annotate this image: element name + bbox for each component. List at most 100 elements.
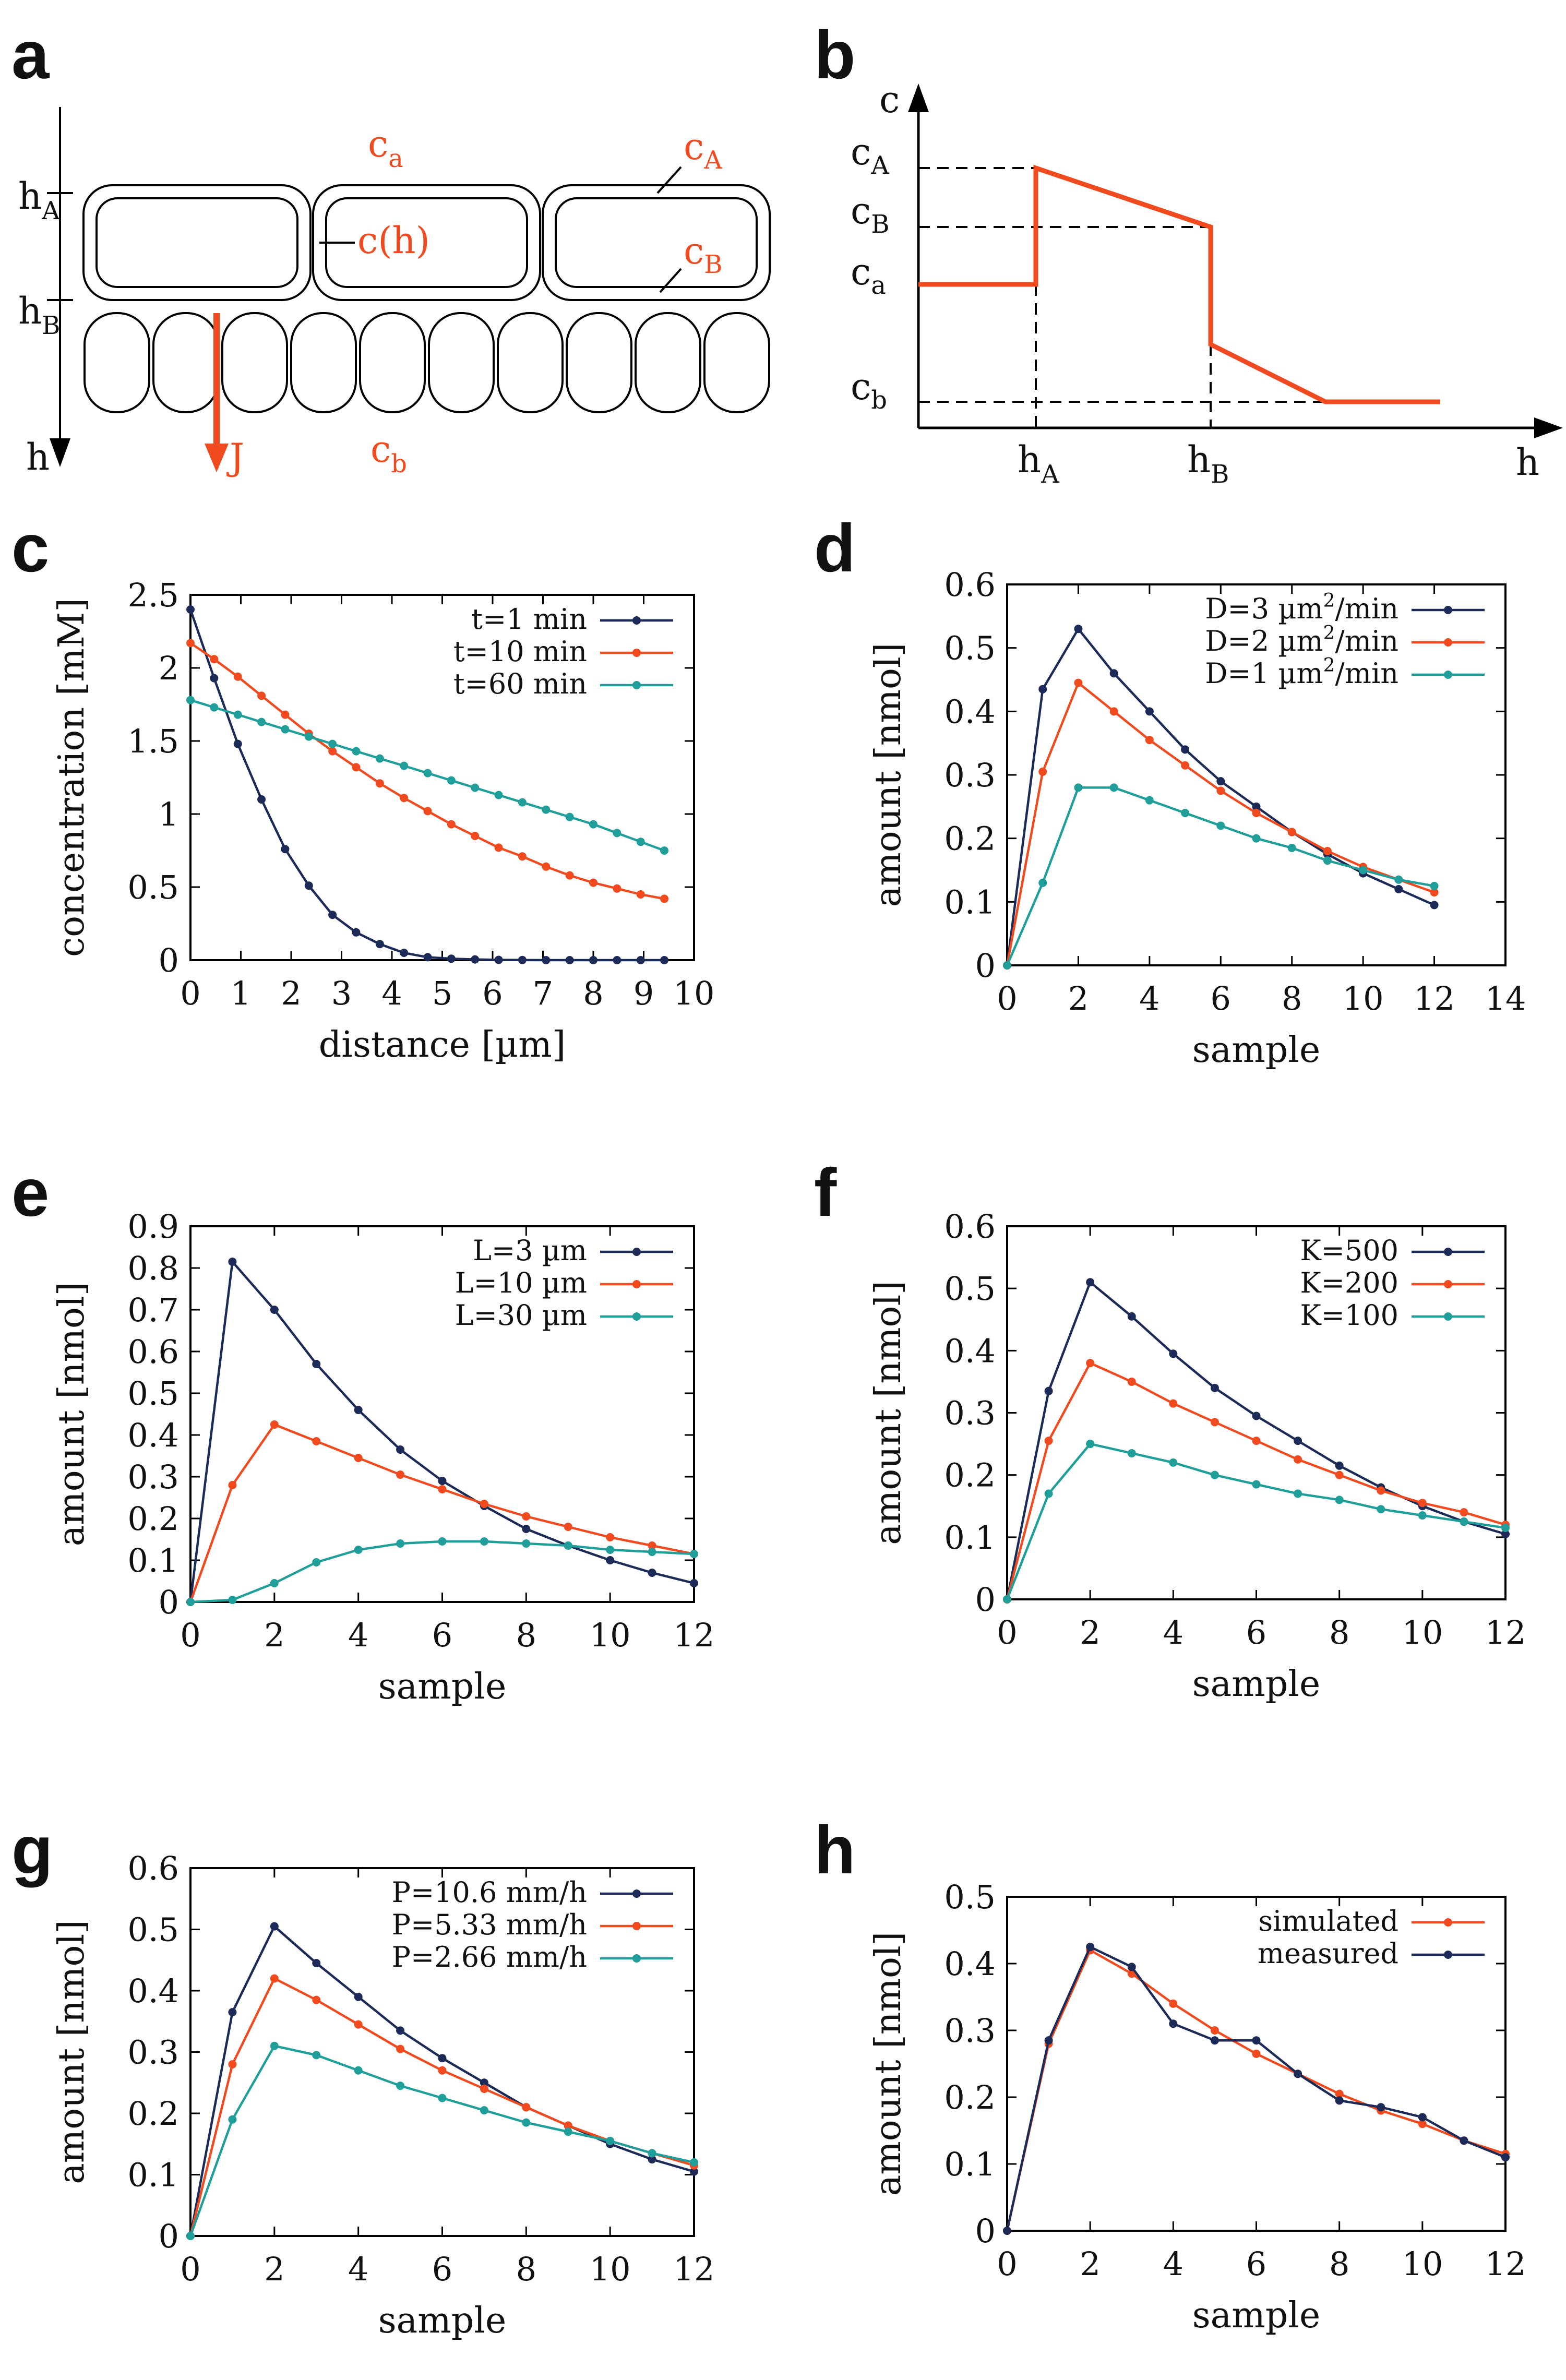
data-point [1430, 888, 1439, 897]
y-tick-label: 0.2 [944, 1456, 996, 1494]
panel-letter-c: c [11, 510, 49, 586]
data-point [564, 1523, 572, 1531]
data-point [1394, 875, 1403, 884]
y-tick-label: 0 [975, 2212, 996, 2250]
data-point [352, 928, 361, 937]
data-point [1038, 685, 1047, 693]
upper-cell-inner [95, 197, 298, 288]
x-tick-label: 9 [633, 974, 654, 1012]
data-point [1210, 2036, 1219, 2045]
panel-letter-a: a [11, 17, 50, 93]
data-point [1287, 828, 1296, 836]
x-tick-label: 8 [516, 1616, 536, 1654]
data-point [589, 820, 597, 829]
data-point [228, 2115, 237, 2124]
panel-a-schematic: a hA hB h [11, 17, 771, 479]
data-point [690, 1550, 698, 1558]
x-tick-label: 0 [997, 979, 1017, 1018]
data-point [1418, 1499, 1427, 1508]
data-point [1145, 736, 1154, 745]
x-tick-label: 8 [516, 2250, 536, 2288]
panel-letter-b: b [814, 17, 855, 93]
lower-cell [635, 312, 701, 413]
data-point [1252, 834, 1261, 843]
data-point [228, 1258, 237, 1266]
panel-letter-f: f [814, 1154, 837, 1230]
data-point [228, 1596, 237, 1604]
h-axis-arrowhead-b [1534, 417, 1563, 438]
x-tick-label: 8 [1329, 2245, 1349, 2283]
data-point [606, 1533, 615, 1541]
x-tick-label: 2 [264, 2250, 284, 2288]
x-tick-label: 8 [1329, 1613, 1349, 1652]
y-tick-label: 0.5 [944, 629, 996, 667]
data-point [423, 953, 432, 962]
data-point [438, 1485, 447, 1493]
data-point [1294, 1489, 1302, 1498]
lower-cell [497, 312, 564, 413]
y-tick-label: 0 [159, 1583, 179, 1621]
data-point [1252, 1437, 1261, 1445]
lower-cell [83, 312, 150, 413]
data-point [1252, 809, 1261, 817]
data-point [1287, 843, 1296, 852]
panel-d-chart: d 0 2 4 6 8 10 12 14 0 0.1 0.2 0.3 0.4 0.5 0.6 sample am… [814, 510, 1526, 1071]
legend-swatch-point [632, 1312, 641, 1321]
y-axis-label: amount [nmol] [51, 1282, 92, 1547]
data-point [270, 2041, 279, 2050]
data-point [396, 2044, 405, 2053]
data-point [354, 1406, 363, 1414]
hA-label: hA [18, 175, 61, 225]
cA-tick-label: cA [851, 130, 890, 180]
hA-tick-label: hA [1018, 438, 1060, 489]
data-point [522, 2103, 531, 2112]
y-tick-label: 0.5 [127, 1911, 179, 1949]
plot-frame [1006, 1896, 1507, 2232]
y-tick-label: 0.1 [127, 2156, 179, 2194]
x-tick-label: 1 [231, 974, 251, 1012]
legend-swatch-point [1444, 1280, 1452, 1288]
data-point [1181, 761, 1190, 770]
data-point [328, 911, 337, 919]
legend-label: D=2 µm2/min [1205, 623, 1398, 657]
legend-label: P=5.33 mm/h [392, 1908, 587, 1941]
data-point [1501, 1523, 1510, 1532]
h-axis-label: h [26, 436, 50, 479]
data-point [1252, 1480, 1261, 1489]
legend-swatch-point [632, 1280, 641, 1288]
data-point [648, 1541, 656, 1550]
y-tick-label: 0.6 [127, 1333, 179, 1371]
data-point [518, 798, 527, 807]
data-point [690, 2158, 698, 2167]
y-tick-label: 2 [159, 649, 179, 687]
lower-cell [152, 312, 219, 413]
data-point [1169, 1999, 1178, 2008]
data-point [494, 955, 503, 964]
data-point [648, 1548, 656, 1556]
data-point [396, 2082, 405, 2090]
x-tick-label: 14 [1485, 979, 1526, 1018]
data-point [352, 763, 361, 772]
legend-swatch-point [632, 1248, 641, 1256]
data-point [186, 1598, 195, 1606]
data-point [1086, 1359, 1095, 1368]
x-tick-label: 0 [997, 2245, 1017, 2283]
x-tick-label: 10 [590, 2250, 631, 2288]
data-point [1323, 856, 1332, 865]
y-tick-label: 0.5 [127, 868, 179, 906]
lower-cell [290, 312, 357, 413]
data-point [1418, 2113, 1427, 2122]
y-tick-label: 0 [159, 941, 179, 979]
series-line [189, 1423, 695, 1602]
data-point [257, 795, 266, 804]
cB-label: cB [684, 230, 723, 279]
data-point [565, 812, 574, 821]
series-line [189, 1977, 695, 2237]
data-point [354, 1546, 363, 1554]
data-point [312, 1558, 321, 1566]
flux-label-J: J [226, 436, 244, 479]
data-point [1430, 901, 1439, 910]
data-point [1044, 1386, 1053, 1395]
data-point [1460, 1517, 1468, 1526]
upper-cell-outer [542, 184, 771, 301]
